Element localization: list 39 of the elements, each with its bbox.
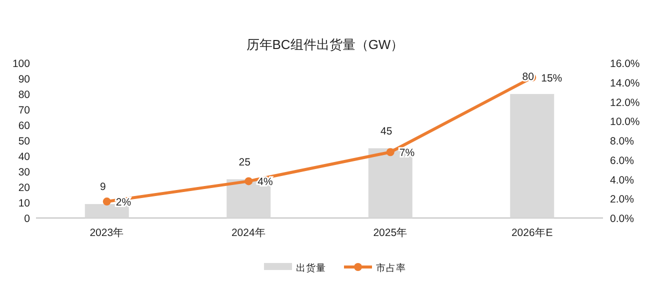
legend-label: 出货量: [296, 262, 326, 274]
x-tick-label: 2024年: [231, 227, 266, 239]
y-tick-label: 50: [18, 136, 30, 148]
y2-tick-label: 6.0%: [610, 154, 634, 167]
point: [102, 198, 111, 206]
point: [244, 177, 253, 186]
y-tick-label: 40: [18, 151, 30, 163]
bar: [84, 204, 129, 218]
bar: [510, 94, 554, 218]
data-label: 15%: [541, 72, 562, 85]
bar: [368, 148, 412, 218]
y-tick-label: 10: [18, 198, 30, 210]
data-label: 25: [238, 156, 251, 168]
y-tick-label: 100: [12, 58, 30, 70]
y-tick-label: 30: [18, 166, 30, 178]
y2-tick-label: 12.0%: [610, 96, 640, 109]
y-tick-label: 20: [18, 182, 30, 194]
data-label: 7%: [399, 147, 415, 160]
point: [386, 148, 394, 156]
y2-tick-label: 8.0%: [610, 136, 634, 148]
y2-tick-label: 16.0%: [610, 58, 640, 70]
y-tick-label: 80: [18, 89, 30, 101]
y2-tick-label: 14.0%: [610, 77, 640, 90]
y2-tick-label: 10.0%: [610, 116, 640, 128]
x-tick-label: 2025年: [373, 227, 408, 239]
y2-tick-label: 4.0%: [610, 174, 634, 186]
y-tick-label: 90: [18, 74, 30, 86]
y-tick-label: 70: [18, 104, 30, 116]
chart-title: 历年BC组件出货量（GW）: [246, 37, 404, 52]
data-label: 4%: [258, 176, 273, 188]
data-label: 9: [100, 181, 106, 194]
x-tick-label: 2026年E: [511, 227, 553, 239]
data-label: 45: [380, 125, 392, 138]
y2-tick-label: 0.0%: [610, 213, 634, 225]
y2-tick-label: 2.0%: [610, 194, 634, 206]
x-tick-label: 2023年: [90, 227, 124, 239]
y-tick-label: 0: [24, 213, 30, 225]
legend-label: 市占率: [376, 262, 406, 274]
y-tick-label: 60: [18, 120, 30, 132]
